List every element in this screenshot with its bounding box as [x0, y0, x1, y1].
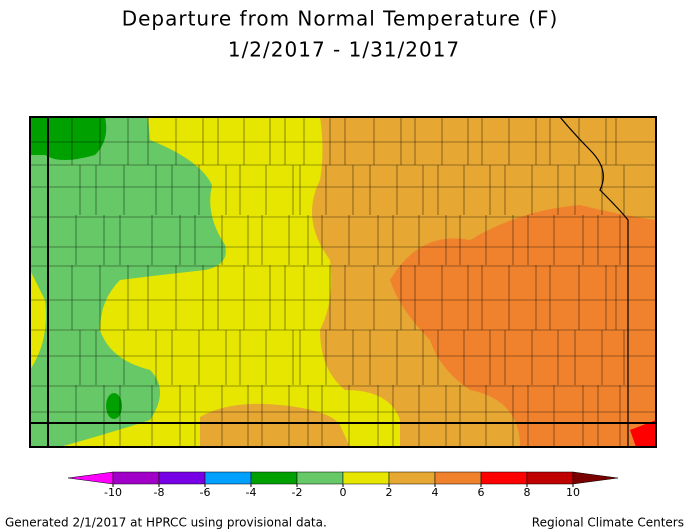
colorbar-tick-label: 2: [386, 486, 393, 499]
colorbar-segment: [434, 471, 482, 485]
title-line: Departure from Normal Temperature (F): [122, 7, 559, 31]
colorbar-segment: [526, 471, 574, 485]
colorbar-segment: [296, 471, 344, 485]
colorbar-tick-label: -8: [154, 486, 165, 499]
footer-left: Generated 2/1/2017 at HPRCC using provis…: [5, 516, 327, 530]
colorbar-tick-label: 8: [524, 486, 531, 499]
colorbar-tick-label: -10: [104, 486, 122, 499]
legend: -10 -8 -6 -4 -2 0 2 4 6 8 10: [67, 471, 619, 499]
colorbar-segment: [112, 471, 160, 485]
colorbar-tick-label: 0: [340, 486, 347, 499]
colorbar-segment: [158, 471, 206, 485]
region: [630, 420, 656, 447]
colorbar-segment: [480, 471, 528, 485]
colorbar-tick-label: 10: [566, 486, 580, 499]
state-border: [30, 116, 629, 447]
colorbar-segment: [204, 471, 252, 485]
footer-right: Regional Climate Centers: [532, 516, 684, 530]
map-frame: [29, 116, 657, 448]
colorbar-arrow: [572, 471, 619, 485]
region: [390, 205, 656, 447]
colorbar-arrow: [67, 471, 114, 485]
region: [30, 117, 107, 160]
region: [200, 403, 350, 447]
colorbar-tick-label: -2: [292, 486, 303, 499]
colorbar-tick-label: 4: [432, 486, 439, 499]
region: [106, 393, 122, 419]
county-lines: [30, 117, 656, 447]
colorbar-tick-label: -4: [246, 486, 257, 499]
region: [30, 117, 226, 447]
map: [29, 116, 657, 448]
colorbar-segment: [250, 471, 298, 485]
colorbar-tick-label: 6: [478, 486, 485, 499]
colorbar-segment: [388, 471, 436, 485]
region: [30, 285, 43, 360]
colorbar-segment: [342, 471, 390, 485]
title-line: 1/2/2017 - 1/31/2017: [228, 38, 460, 62]
colorbar-tick-label: -6: [200, 486, 211, 499]
